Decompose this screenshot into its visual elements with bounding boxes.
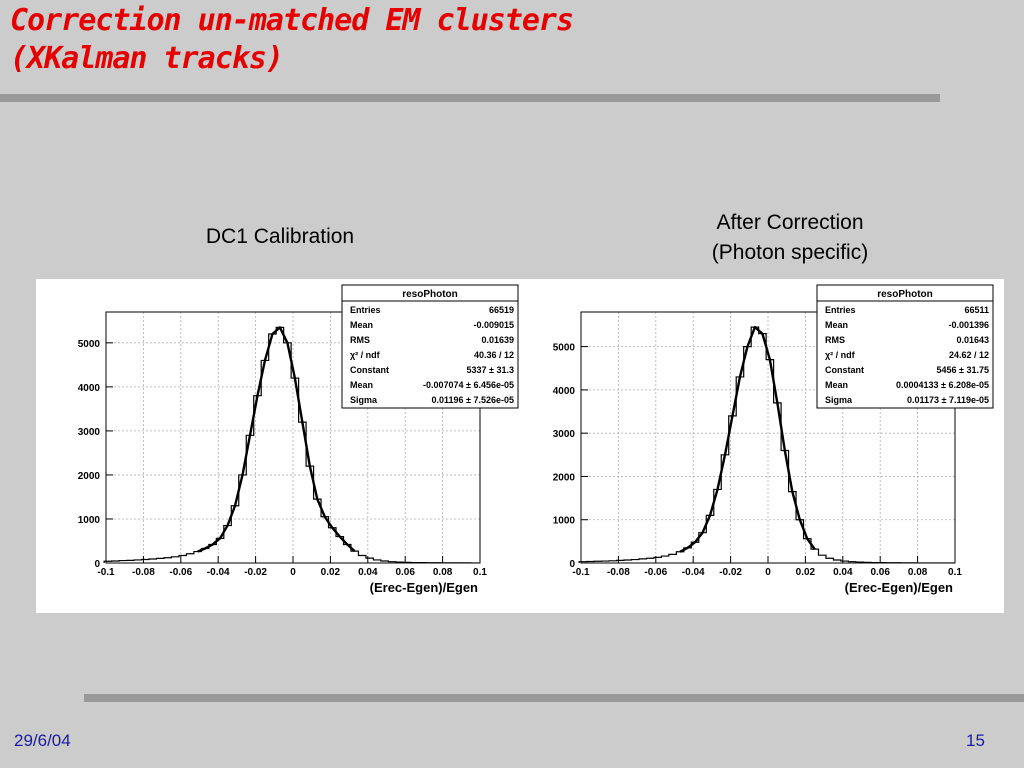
stats-row-name: RMS xyxy=(825,335,845,345)
stats-row-name: Sigma xyxy=(350,395,378,405)
x-tick-label: -0.02 xyxy=(719,567,742,578)
x-tick-label: 0.08 xyxy=(433,567,453,578)
fit-curve xyxy=(679,325,816,553)
x-axis-label: (Erec-Egen)/Egen xyxy=(370,580,478,595)
stats-row-name: Constant xyxy=(825,365,864,375)
x-axis-label: (Erec-Egen)/Egen xyxy=(845,580,953,595)
y-tick-label: 0 xyxy=(94,559,100,570)
x-tick-label: 0.04 xyxy=(358,567,378,578)
y-tick-label: 2000 xyxy=(78,471,101,482)
x-tick-label: 0.06 xyxy=(870,567,890,578)
caption-left: DC1 Calibration xyxy=(205,225,355,248)
stats-row-name: χ² / ndf xyxy=(825,350,856,360)
x-tick-label: -0.06 xyxy=(644,567,667,578)
stats-box-frame xyxy=(816,284,994,409)
stats-row-name: Mean xyxy=(350,380,373,390)
stats-row-value: 66519 xyxy=(489,305,514,315)
title-line-1: Correction un-matched EM clusters xyxy=(10,3,574,38)
fit-curve xyxy=(197,326,356,553)
stats-row-value: 0.01196 ± 7.526e-05 xyxy=(431,395,514,405)
stats-row-name: Mean xyxy=(825,320,848,330)
x-tick-label: -0.06 xyxy=(169,567,192,578)
stats-row-name: Entries xyxy=(350,305,381,315)
stats-row-name: χ² / ndf xyxy=(350,350,381,360)
stats-row-value: 5456 ± 31.75 xyxy=(937,365,989,375)
caption-right-line-2: (Photon specific) xyxy=(711,241,869,264)
x-tick-label: 0 xyxy=(765,567,771,578)
stats-row-name: Mean xyxy=(825,380,848,390)
histogram-series xyxy=(103,326,479,564)
x-tick-label: 0.1 xyxy=(948,567,962,578)
x-tick-label: -0.1 xyxy=(97,567,115,578)
y-tick-label: 1000 xyxy=(78,515,101,526)
stats-row-value: 0.0004133 ± 6.208e-05 xyxy=(896,380,989,390)
y-tick-label: 1000 xyxy=(553,516,576,527)
stats-box-title: resoPhoton xyxy=(877,289,933,300)
x-tick-label: 0.08 xyxy=(908,567,928,578)
x-tick-label: 0.04 xyxy=(833,567,853,578)
top-rule xyxy=(0,94,940,102)
x-tick-label: -0.04 xyxy=(207,567,230,578)
stats-row-value: 40.36 / 12 xyxy=(474,350,514,360)
slide-title: Correction un-matched EM clusters (XKalm… xyxy=(10,2,574,78)
y-tick-label: 3000 xyxy=(78,427,101,438)
stats-row-name: RMS xyxy=(350,335,370,345)
stats-row-value: -0.001396 xyxy=(948,320,989,330)
y-tick-label: 4000 xyxy=(78,383,101,394)
chart-2: -0.1 -0.08 -0.06 -0.04 -0.02 0 0.02 0.04 0.06 0.0… xyxy=(553,284,994,595)
stats-row-name: Mean xyxy=(350,320,373,330)
plot-area: -0.1 -0.08 -0.06 -0.04 -0.02 0 0.02 0.04 0.06 0.0… xyxy=(36,279,1004,613)
x-tick-label: 0.1 xyxy=(473,567,487,578)
caption-right-line-1: After Correction xyxy=(716,211,864,234)
stats-row-name: Sigma xyxy=(825,395,853,405)
stats-row-name: Constant xyxy=(350,365,389,375)
stats-row-value: 24.62 / 12 xyxy=(949,350,989,360)
y-tick-label: 5000 xyxy=(553,343,576,354)
x-tick-label: -0.02 xyxy=(244,567,267,578)
stats-row-value: 0.01173 ± 7.119e-05 xyxy=(907,395,989,405)
x-tick-label: 0.02 xyxy=(321,567,341,578)
stats-row-value: 5337 ± 31.3 xyxy=(467,365,514,375)
stats-box-frame xyxy=(341,284,519,409)
stats-row-value: 0.01643 xyxy=(956,335,989,345)
histogram-series xyxy=(578,326,954,564)
x-tick-label: 0.06 xyxy=(395,567,415,578)
y-tick-label: 0 xyxy=(569,559,575,570)
x-tick-label: 0 xyxy=(290,567,296,578)
caption-right: After Correction (Photon specific) xyxy=(640,208,940,268)
y-tick-label: 2000 xyxy=(553,472,576,483)
x-tick-label: -0.08 xyxy=(132,567,155,578)
x-tick-label: 0.02 xyxy=(796,567,816,578)
y-tick-label: 3000 xyxy=(553,429,576,440)
x-tick-label: -0.08 xyxy=(607,567,630,578)
title-line-2: (XKalman tracks) xyxy=(10,41,284,76)
stats-row-value: 66511 xyxy=(964,305,989,315)
x-tick-label: -0.1 xyxy=(572,567,590,578)
stats-row-value: -0.007074 ± 6.456e-05 xyxy=(423,380,514,390)
stats-row-value: 0.01639 xyxy=(481,335,514,345)
y-tick-label: 5000 xyxy=(78,339,101,350)
footer-date: 29/6/04 xyxy=(14,731,71,750)
stats-box: resoPhoton Entries 66519 Mean -0.009015 RMS 0.… xyxy=(341,284,519,409)
stats-row-value: -0.009015 xyxy=(473,320,514,330)
chart-1: -0.1 -0.08 -0.06 -0.04 -0.02 0 0.02 0.04 0.06 0.0… xyxy=(78,284,519,595)
y-tick-label: 4000 xyxy=(553,386,576,397)
stats-box: resoPhoton Entries 66511 Mean -0.001396 RMS 0.… xyxy=(816,284,994,409)
stats-row-name: Entries xyxy=(825,305,856,315)
footer-page-number: 15 xyxy=(966,731,985,750)
charts-svg: -0.1 -0.08 -0.06 -0.04 -0.02 0 0.02 0.04 0.06 0.0… xyxy=(78,284,994,595)
bottom-rule xyxy=(84,694,1024,702)
x-tick-label: -0.04 xyxy=(682,567,705,578)
stats-box-title: resoPhoton xyxy=(402,289,458,300)
